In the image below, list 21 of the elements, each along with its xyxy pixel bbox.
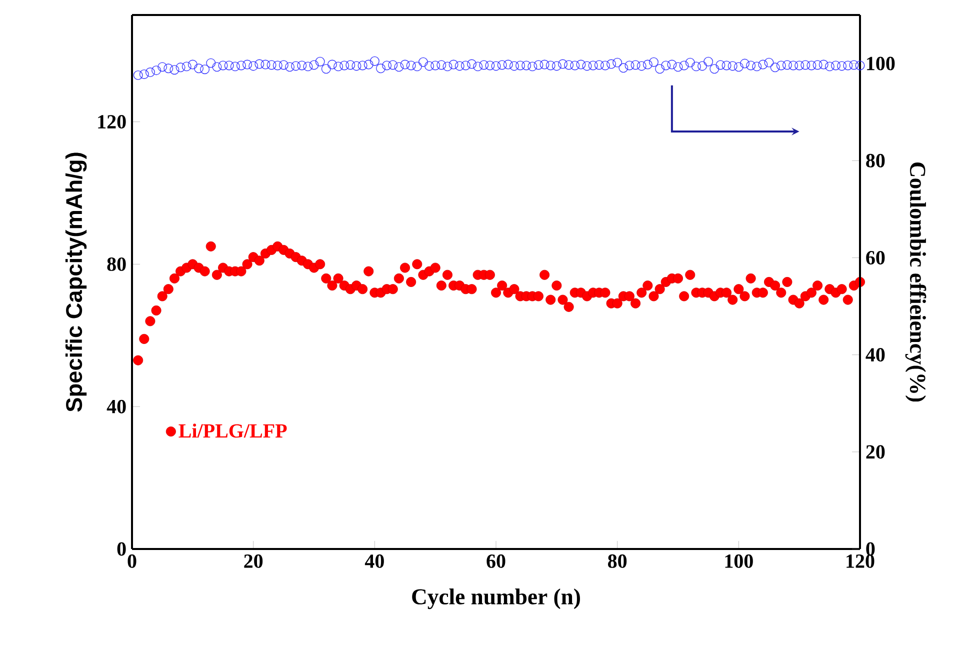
x-tick-label: 20 — [244, 554, 263, 568]
y-tick-label: 80 — [107, 257, 126, 271]
x-tick-label: 80 — [608, 554, 627, 568]
y2-tick-label: 60 — [866, 250, 885, 264]
y-tick-label: 40 — [106, 400, 126, 414]
legend-label: Li/PLG/LFP — [178, 424, 287, 438]
x-tick-label: 60 — [486, 554, 506, 568]
y2-tick-label: 100 — [867, 56, 895, 70]
x-axis-title: Cycle number (n) — [412, 588, 580, 610]
y2-tick-label: 40 — [866, 348, 885, 362]
y2-tick-label: 20 — [866, 445, 885, 459]
y-axis-title: Specific Capcity(mAh/g) — [65, 152, 87, 412]
y2-tick-label: 80 — [866, 154, 885, 168]
x-tick-label: 40 — [364, 554, 384, 568]
y-tick-label: 0 — [117, 542, 126, 556]
x-tick-label: 120 — [846, 554, 874, 568]
y2-tick-label: 0 — [866, 542, 875, 556]
y-tick-label: 120 — [98, 115, 126, 129]
x-tick-label: 100 — [725, 554, 753, 568]
x-tick-label: 0 — [128, 554, 136, 568]
y2-axis-title: Coulombic effieiency(%) — [905, 162, 926, 402]
